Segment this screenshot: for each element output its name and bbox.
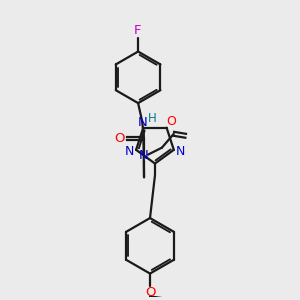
Text: N: N	[124, 145, 134, 158]
Text: N: N	[176, 145, 185, 158]
Text: N: N	[138, 116, 148, 129]
Text: F: F	[134, 24, 141, 37]
Text: O: O	[167, 115, 176, 128]
Text: N: N	[139, 149, 149, 162]
Text: O: O	[114, 132, 124, 145]
Text: O: O	[145, 286, 155, 299]
Text: H: H	[148, 112, 156, 125]
